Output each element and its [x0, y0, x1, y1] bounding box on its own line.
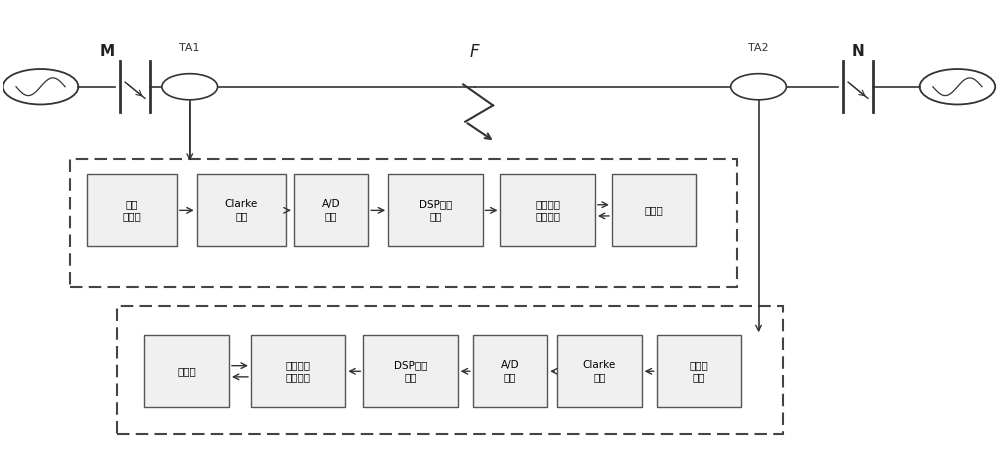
Bar [657, 335, 741, 407]
Bar [557, 335, 642, 407]
Text: DSP计算
处理: DSP计算 处理 [394, 360, 427, 382]
Text: A/D
转换: A/D 转换 [322, 199, 340, 221]
Text: $F$: $F$ [469, 43, 481, 61]
Bar [87, 174, 177, 246]
Bar [473, 335, 547, 407]
Text: 计算机: 计算机 [645, 205, 664, 215]
Bar [363, 335, 458, 407]
Text: Clarke
变换: Clarke 变换 [225, 199, 258, 221]
Text: A/D
转换: A/D 转换 [501, 360, 519, 382]
Bar [612, 174, 696, 246]
Text: M: M [100, 44, 115, 59]
Text: N: N [852, 44, 864, 59]
Circle shape [731, 74, 786, 100]
Text: DSP计算
处理: DSP计算 处理 [419, 199, 452, 221]
Bar [251, 335, 345, 407]
Bar [144, 335, 229, 407]
Bar [197, 174, 286, 246]
Text: 显示输出
人机交互: 显示输出 人机交互 [286, 360, 311, 382]
Text: 计算机: 计算机 [177, 366, 196, 376]
Text: 信号预
处理: 信号预 处理 [690, 360, 708, 382]
Text: 显示输出
人机交互: 显示输出 人机交互 [535, 199, 560, 221]
Circle shape [162, 74, 218, 100]
Bar [117, 306, 783, 434]
Text: TA2: TA2 [748, 42, 769, 53]
Text: TA1: TA1 [179, 42, 200, 53]
Bar [500, 174, 595, 246]
Bar [294, 174, 368, 246]
Bar [388, 174, 483, 246]
Text: 信号
预处理: 信号 预处理 [123, 199, 141, 221]
Bar [70, 159, 737, 287]
Text: Clarke
变换: Clarke 变换 [583, 360, 616, 382]
